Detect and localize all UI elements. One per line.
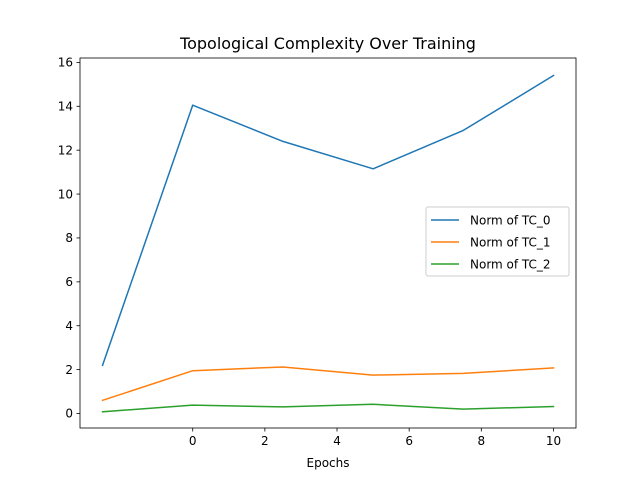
y-tick-label: 4 bbox=[65, 319, 73, 333]
legend-box bbox=[425, 206, 570, 277]
x-axis-label: Epochs bbox=[307, 456, 350, 470]
y-tick-label: 14 bbox=[58, 99, 73, 113]
y-tick-label: 2 bbox=[65, 363, 73, 377]
series-line-1 bbox=[101, 366, 555, 402]
plot-frame bbox=[79, 57, 577, 429]
x-tick-label: 4 bbox=[333, 434, 341, 448]
y-tick-label: 6 bbox=[65, 275, 73, 289]
legend-label: Norm of TC_1 bbox=[470, 235, 551, 249]
x-tick-label: 2 bbox=[261, 434, 269, 448]
y-tick-label: 16 bbox=[58, 56, 73, 70]
legend-label: Norm of TC_0 bbox=[470, 213, 551, 227]
y-tick-label: 8 bbox=[65, 231, 73, 245]
y-tick-label: 10 bbox=[58, 187, 73, 201]
x-axis-ticks: 0 2 4 6 8 10 bbox=[189, 428, 561, 448]
x-tick-label: 0 bbox=[189, 434, 197, 448]
legend-label: Norm of TC_2 bbox=[470, 257, 551, 271]
y-tick-label: 0 bbox=[65, 407, 73, 421]
x-tick-label: 6 bbox=[405, 434, 413, 448]
chart-title: Topological Complexity Over Training bbox=[179, 34, 476, 53]
x-tick-label: 10 bbox=[546, 434, 561, 448]
legend: Norm of TC_0 Norm of TC_1 Norm of TC_2 bbox=[425, 206, 570, 277]
x-tick-label: 8 bbox=[477, 434, 485, 448]
series-line-2 bbox=[101, 403, 555, 413]
y-tick-label: 12 bbox=[58, 143, 73, 157]
plot-lines bbox=[101, 74, 555, 413]
y-axis-ticks: 0 2 4 6 8 10 12 14 16 bbox=[58, 56, 80, 421]
series-line-0 bbox=[101, 74, 555, 367]
